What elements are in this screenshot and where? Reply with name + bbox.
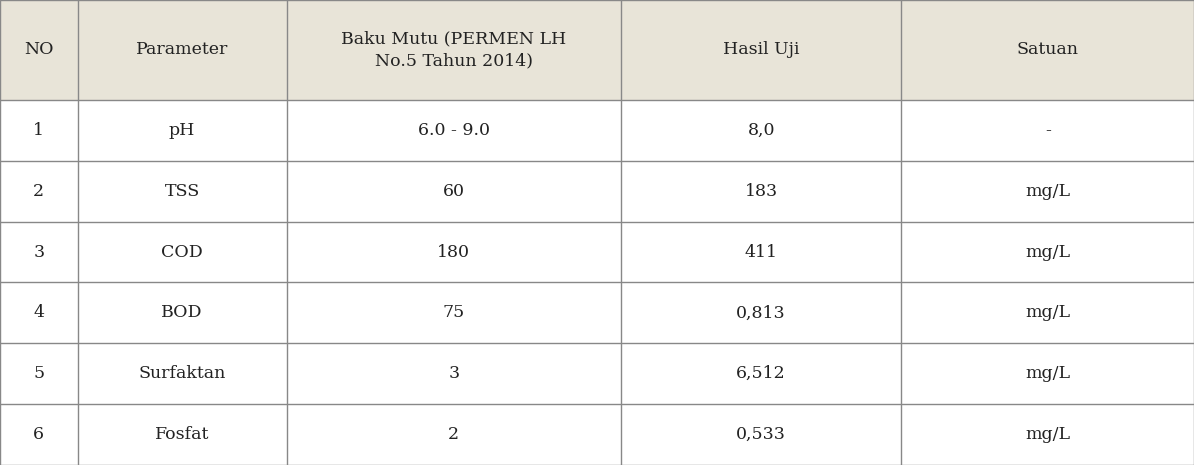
Text: mg/L: mg/L (1026, 244, 1070, 260)
Text: 0,813: 0,813 (737, 305, 786, 321)
Bar (0, 282, 1194, 343)
Bar (0, 222, 1194, 282)
Bar (0, 343, 1194, 404)
Text: 183: 183 (745, 183, 777, 200)
Text: COD: COD (161, 244, 203, 260)
Text: 6,512: 6,512 (737, 365, 786, 382)
Text: 2: 2 (448, 426, 460, 443)
Bar (0, 0, 1194, 100)
Text: Fosfat: Fosfat (155, 426, 209, 443)
Text: Surfaktan: Surfaktan (139, 365, 226, 382)
Text: 3: 3 (448, 365, 460, 382)
Text: TSS: TSS (165, 183, 199, 200)
Text: Hasil Uji: Hasil Uji (722, 41, 800, 59)
Bar (0, 161, 1194, 222)
Text: 5: 5 (33, 365, 44, 382)
Text: 4: 4 (33, 305, 44, 321)
Text: BOD: BOD (161, 305, 203, 321)
Text: mg/L: mg/L (1026, 305, 1070, 321)
Text: NO: NO (24, 41, 54, 59)
Text: 3: 3 (33, 244, 44, 260)
Text: mg/L: mg/L (1026, 426, 1070, 443)
Bar (0, 404, 1194, 465)
Text: mg/L: mg/L (1026, 183, 1070, 200)
Text: 0,533: 0,533 (737, 426, 786, 443)
Text: mg/L: mg/L (1026, 365, 1070, 382)
Text: 180: 180 (437, 244, 470, 260)
Text: 6.0 - 9.0: 6.0 - 9.0 (418, 122, 490, 139)
Text: 1: 1 (33, 122, 44, 139)
Text: Parameter: Parameter (136, 41, 228, 59)
Text: 6: 6 (33, 426, 44, 443)
Text: 8,0: 8,0 (747, 122, 775, 139)
Text: 2: 2 (33, 183, 44, 200)
Text: Baku Mutu (PERMEN LH
No.5 Tahun 2014): Baku Mutu (PERMEN LH No.5 Tahun 2014) (341, 31, 566, 69)
Text: 411: 411 (745, 244, 777, 260)
Text: 60: 60 (443, 183, 464, 200)
Text: pH: pH (168, 122, 196, 139)
Bar (0, 100, 1194, 161)
Text: 75: 75 (443, 305, 464, 321)
Text: -: - (1045, 122, 1051, 139)
Text: Satuan: Satuan (1017, 41, 1078, 59)
